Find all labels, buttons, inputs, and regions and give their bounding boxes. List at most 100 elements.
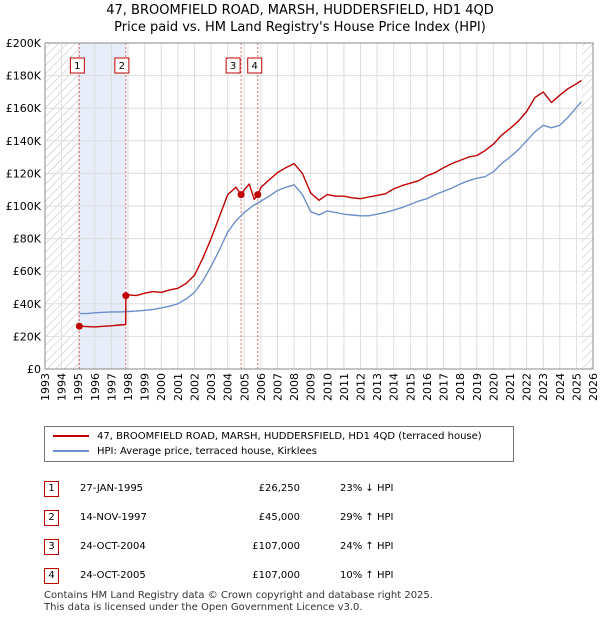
x-tick-label: 2026 (587, 373, 600, 401)
x-tick-label: 1994 (56, 373, 69, 401)
sales-table: 1 27-JAN-1995 £26,250 23% ↓ HPI 2 14-NOV… (44, 474, 460, 590)
legend-swatch-hpi (53, 450, 89, 452)
x-tick-label: 2025 (570, 373, 583, 401)
series-line-hpi (79, 101, 582, 315)
x-tick-label: 2011 (338, 373, 351, 401)
x-tick-label: 2020 (487, 373, 500, 401)
legend: 47, BROOMFIELD ROAD, MARSH, HUDDERSFIELD… (44, 426, 514, 462)
sale-marker-label: 2 (119, 61, 125, 72)
x-tick-label: 2000 (155, 373, 168, 401)
x-tick-label: 2009 (305, 373, 318, 401)
x-tick-label: 2002 (188, 373, 201, 401)
sale-price: £107,000 (252, 570, 300, 581)
table-row: 1 27-JAN-1995 £26,250 23% ↓ HPI (44, 474, 460, 503)
x-tick-label: 2003 (205, 373, 218, 401)
sale-marker-box (114, 57, 130, 74)
grid-lines (44, 42, 594, 370)
sale-number: 2 (44, 509, 59, 526)
x-tick-label: 1998 (122, 373, 135, 401)
footer-copyright: Contains HM Land Registry data © Crown c… (44, 590, 433, 601)
y-tick-label: £180K (6, 70, 42, 83)
series-lines (79, 79, 582, 328)
sale-point (254, 191, 262, 199)
axes (44, 42, 594, 370)
sale-marker-box (247, 57, 263, 74)
sale-date: 14-NOV-1997 (80, 512, 147, 523)
chart-title-line1: 47, BROOMFIELD ROAD, MARSH, HUDDERSFIELD… (106, 3, 494, 18)
sale-price: £107,000 (252, 541, 300, 552)
x-tick-label: 1993 (39, 373, 52, 401)
x-tick-label: 2018 (454, 373, 467, 401)
sale-number: 1 (44, 480, 59, 497)
plot-frame (44, 42, 594, 370)
sale-date: 24-OCT-2005 (80, 570, 146, 581)
x-tick-label: 2006 (255, 373, 268, 401)
sale-date: 27-JAN-1995 (80, 483, 144, 494)
x-tick-label: 2024 (554, 373, 567, 401)
sale-marker-box (225, 57, 241, 74)
sale-price: £45,000 (258, 512, 300, 523)
y-tick-label: £160K (6, 102, 42, 115)
sale-point (75, 322, 83, 330)
x-tick-label: 2008 (288, 373, 301, 401)
y-tick-label: £60K (13, 265, 42, 278)
x-tick-label: 1999 (139, 373, 152, 401)
sale-point (237, 191, 245, 199)
x-tick-label: 1997 (105, 373, 118, 401)
sale-marker-box (69, 57, 85, 74)
sale-hpi-diff: 23% ↓ HPI (340, 483, 394, 494)
legend-item-hpi: HPI: Average price, terraced house, Kirk… (53, 445, 317, 459)
sale-point (122, 292, 130, 300)
footer-licence: This data is licensed under the Open Gov… (44, 602, 363, 613)
x-tick-label: 2013 (371, 373, 384, 401)
sale-marker-label: 3 (230, 61, 236, 72)
sale-number: 3 (44, 538, 59, 555)
x-tick-label: 2015 (404, 373, 417, 401)
x-tick-label: 2014 (388, 373, 401, 401)
tick-labels: £0 £20K £40K £60K £80K £100K £120K £140K £160K £1… (6, 37, 600, 401)
y-tick-label: £200K (6, 37, 42, 50)
x-tick-label: 2007 (271, 373, 284, 401)
x-tick-label: 1995 (72, 373, 85, 401)
legend-swatch-property (53, 435, 89, 437)
legend-item-property: 47, BROOMFIELD ROAD, MARSH, HUDDERSFIELD… (53, 430, 482, 444)
x-tick-label: 2012 (355, 373, 368, 401)
x-tick-label: 2019 (471, 373, 484, 401)
sale-marker-label: 4 (252, 61, 258, 72)
y-tick-label: £40K (13, 298, 42, 311)
legend-label-property: 47, BROOMFIELD ROAD, MARSH, HUDDERSFIELD… (97, 431, 482, 442)
y-tick-label: £100K (6, 200, 42, 213)
sale-marker-labels: 1 2 3 4 (69, 57, 263, 74)
sale-hpi-diff: 24% ↑ HPI (340, 541, 394, 552)
sale-price: £26,250 (258, 483, 300, 494)
x-tick-label: 2010 (321, 373, 334, 401)
sale-points (75, 191, 262, 330)
x-tick-label: 2001 (172, 373, 185, 401)
footer: Contains HM Land Registry data © Crown c… (44, 590, 433, 614)
series-line-property (79, 79, 582, 328)
legend-label-hpi: HPI: Average price, terraced house, Kirk… (97, 446, 318, 457)
sale-date: 24-OCT-2004 (80, 541, 146, 552)
table-row: 3 24-OCT-2004 £107,000 24% ↑ HPI (44, 532, 460, 561)
table-row: 2 14-NOV-1997 £45,000 29% ↑ HPI (44, 503, 460, 532)
x-tick-label: 1996 (89, 373, 102, 401)
x-tick-label: 2022 (521, 373, 534, 401)
sale-hpi-diff: 29% ↑ HPI (340, 512, 394, 523)
y-tick-label: £20K (13, 330, 42, 343)
sale-hpi-diff: 10% ↑ HPI (340, 570, 394, 581)
sale-marker-label: 1 (74, 61, 80, 72)
sale-number: 4 (44, 567, 59, 584)
chart-title-line2: Price paid vs. HM Land Registry's House … (114, 20, 486, 35)
x-tick-label: 2016 (421, 373, 434, 401)
table-row: 4 24-OCT-2005 £107,000 10% ↑ HPI (44, 561, 460, 590)
y-tick-label: £0 (27, 363, 41, 376)
y-tick-label: £80K (13, 233, 42, 246)
x-tick-label: 2005 (238, 373, 251, 401)
x-tick-label: 2017 (438, 373, 451, 401)
x-tick-label: 2004 (222, 373, 235, 401)
y-tick-label: £120K (6, 167, 42, 180)
y-tick-label: £140K (6, 135, 42, 148)
x-tick-label: 2021 (504, 373, 517, 401)
price-chart: 1 2 3 4 £0 £20K £40K £60K £80K £100K £120K £140K £1… (6, 37, 600, 401)
